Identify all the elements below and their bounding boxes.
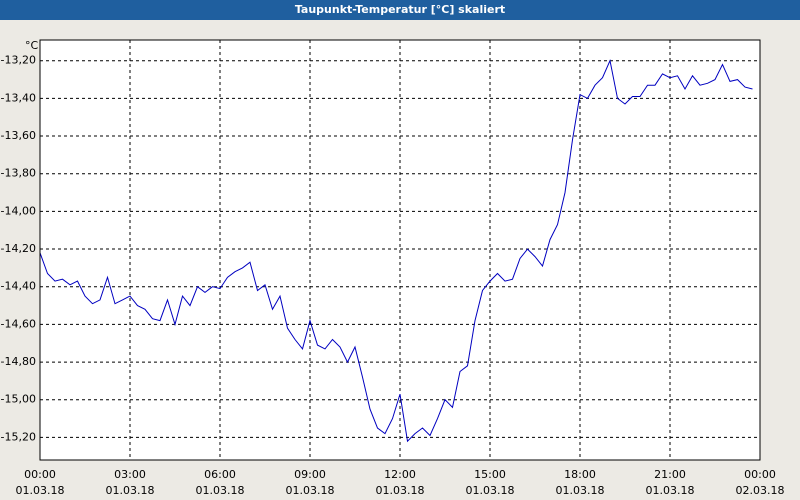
x-tick-date: 01.03.18: [556, 484, 605, 497]
x-tick-date: 01.03.18: [16, 484, 65, 497]
y-tick-label: -14,00: [1, 204, 36, 217]
y-tick-label: -14,80: [1, 355, 36, 368]
y-tick-label: -14,40: [1, 280, 36, 293]
chart-title: Taupunkt-Temperatur [°C] skaliert: [295, 3, 505, 16]
x-tick-date: 02.03.18: [736, 484, 785, 497]
y-tick-label: -13,80: [1, 167, 36, 180]
y-tick-label: -15,20: [1, 430, 36, 443]
x-tick-label: 18:00: [564, 468, 596, 481]
y-tick-label: -14,60: [1, 317, 36, 330]
y-unit: °C: [25, 39, 39, 52]
x-tick-date: 01.03.18: [646, 484, 695, 497]
y-tick-label: -13,20: [1, 54, 36, 67]
x-tick-label: 03:00: [114, 468, 146, 481]
y-tick-label: -13,60: [1, 129, 36, 142]
x-tick-label: 00:00: [24, 468, 56, 481]
x-tick-date: 01.03.18: [286, 484, 335, 497]
plot-border: [39, 39, 761, 461]
x-tick-date: 01.03.18: [196, 484, 245, 497]
x-tick-label: 09:00: [294, 468, 326, 481]
x-tick-date: 01.03.18: [376, 484, 425, 497]
x-tick-date: 01.03.18: [106, 484, 155, 497]
x-tick-label: 12:00: [384, 468, 416, 481]
x-tick-label: 00:00: [744, 468, 776, 481]
y-tick-label: -15,00: [1, 393, 36, 406]
data-line: [39, 59, 753, 443]
x-tick-label: 06:00: [204, 468, 236, 481]
y-tick-label: -14,20: [1, 242, 36, 255]
y-tick-label: -13,40: [1, 91, 36, 104]
x-tick-label: 21:00: [654, 468, 686, 481]
x-tick-date: 01.03.18: [466, 484, 515, 497]
title-bar: [0, 0, 800, 20]
x-tick-label: 15:00: [474, 468, 506, 481]
